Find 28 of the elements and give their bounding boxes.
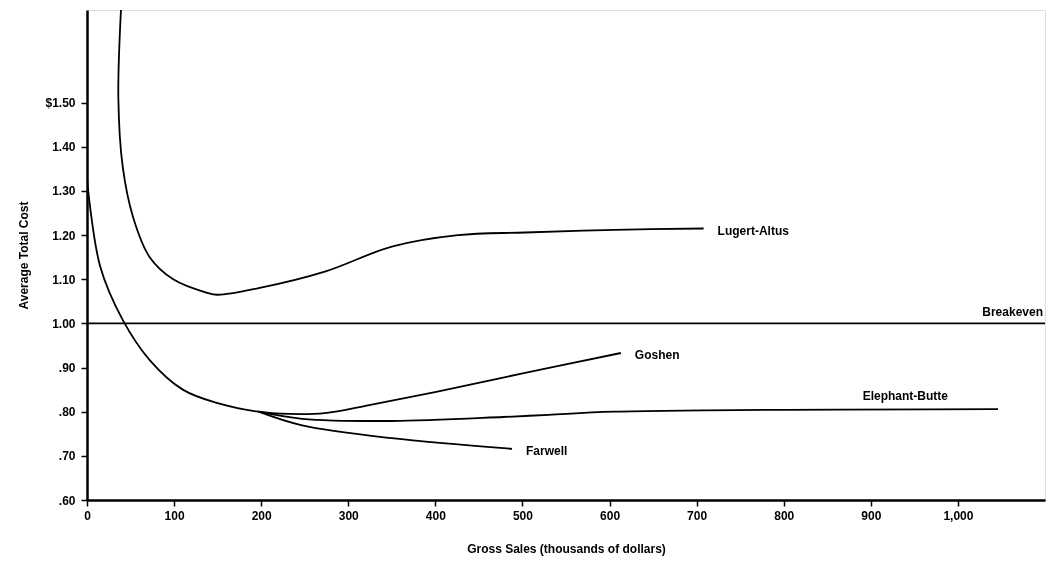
y-tick-label: .70 — [58, 449, 76, 464]
y-tick-label: 1.20 — [52, 228, 76, 243]
x-tick-label: 300 — [338, 508, 360, 523]
x-tick-label: 200 — [251, 508, 273, 523]
x-tick-label: 100 — [164, 508, 185, 523]
y-tick-label: 1.30 — [52, 184, 76, 199]
series-label: Elephant-Butte — [862, 389, 949, 404]
series-label: Lugert-Altus — [717, 223, 790, 238]
x-axis-title: Gross Sales (thousands of dollars) — [467, 541, 666, 556]
x-tick-label: 900 — [861, 508, 882, 523]
y-tick-label: 1.40 — [52, 140, 76, 155]
x-tick-label: 800 — [774, 508, 795, 523]
y-tick-label: $1.50 — [45, 96, 76, 111]
y-tick-label: 1.00 — [52, 316, 76, 331]
x-tick-label: 400 — [425, 508, 447, 523]
y-axis-title: Average Total Cost — [17, 201, 32, 310]
series-label: Goshen — [634, 348, 680, 362]
ref-line-label: Breakeven — [982, 305, 1043, 320]
x-tick-label: 0 — [84, 508, 92, 523]
y-tick-label: .80 — [58, 405, 76, 420]
x-tick-label: 700 — [687, 508, 708, 523]
y-tick-label: .90 — [58, 361, 76, 376]
y-tick-label: 1.10 — [52, 272, 76, 287]
x-tick-label: 500 — [512, 508, 534, 523]
x-tick-label: 1,000 — [943, 508, 974, 523]
y-tick-label: .60 — [58, 493, 76, 508]
x-tick-label: 600 — [600, 508, 621, 523]
series-label: Farwell — [526, 443, 568, 458]
